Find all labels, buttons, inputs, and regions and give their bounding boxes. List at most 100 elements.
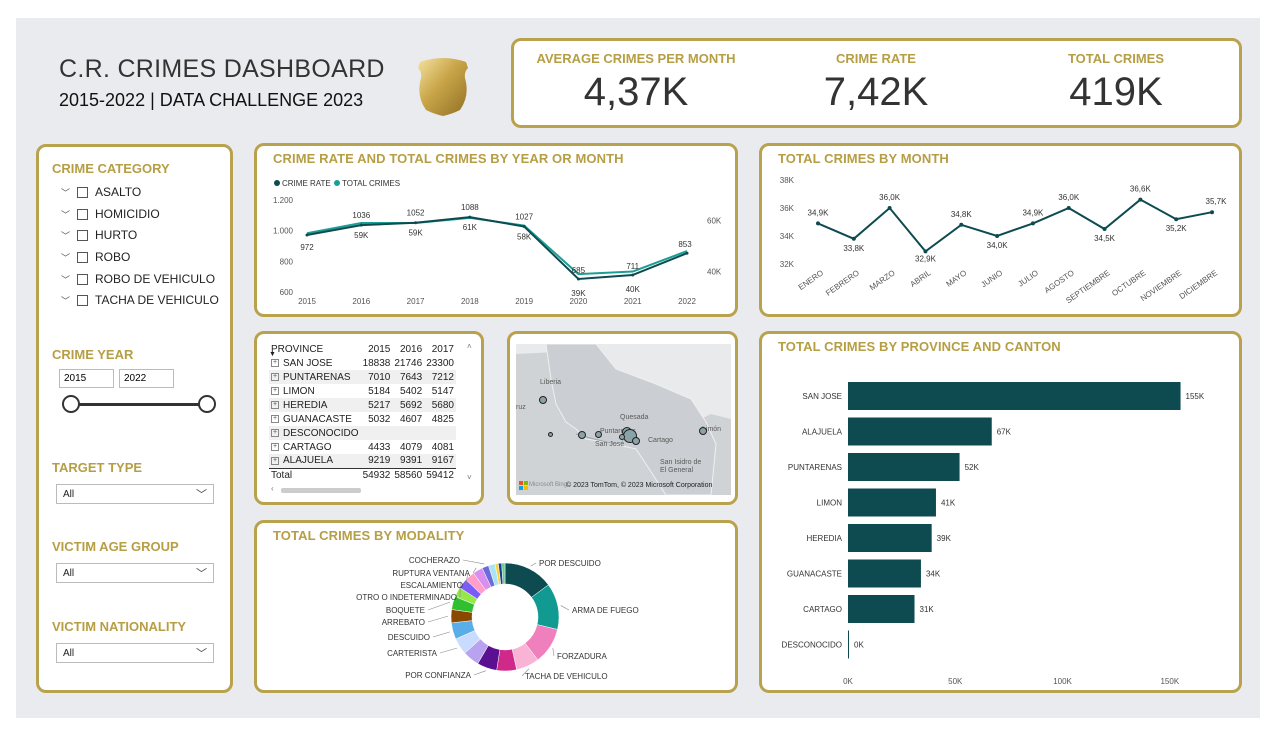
checkbox[interactable] xyxy=(77,186,88,198)
chevron-down-icon[interactable]: ﹀ xyxy=(61,295,71,306)
chevron-down-icon[interactable]: ﹀ xyxy=(196,648,207,660)
chevron-down-icon[interactable]: ﹀ xyxy=(61,187,71,198)
bar xyxy=(848,559,921,588)
chevron-down-icon[interactable]: ﹀ xyxy=(61,274,71,285)
victim-nationality-dropdown[interactable]: All ﹀ xyxy=(56,643,214,663)
checkbox[interactable] xyxy=(77,208,88,220)
scroll-down-icon[interactable]: ˅ xyxy=(467,473,472,482)
matrix-header-2017[interactable]: 2017 xyxy=(431,343,454,355)
data-label: 31K xyxy=(920,605,935,614)
map[interactable] xyxy=(516,344,731,495)
expand-icon[interactable]: + xyxy=(271,456,279,465)
sort-descending-icon[interactable]: ▼ xyxy=(269,351,276,358)
data-label: 61K xyxy=(463,223,478,232)
legend-marker xyxy=(274,180,280,186)
value-cell: 7643 xyxy=(392,370,425,384)
checkbox[interactable] xyxy=(77,273,88,285)
year-slider-track[interactable] xyxy=(71,403,208,406)
y2-tick-label: 60K xyxy=(707,216,722,225)
slice-label: ARREBATO xyxy=(382,618,425,627)
data-label: 36,0K xyxy=(1058,193,1080,202)
target-type-dropdown[interactable]: All ﹀ xyxy=(56,484,214,504)
chevron-down-icon[interactable]: ﹀ xyxy=(61,209,71,220)
checkbox[interactable] xyxy=(77,229,88,241)
filter-sidebar: CRIME CATEGORY ﹀ ASALTO ﹀ HOMICIDIO ﹀ HURTO… xyxy=(36,144,233,693)
table-row[interactable]: + CARTAGO 4433 4079 4081 xyxy=(269,440,456,454)
table-row[interactable]: + PUNTARENAS 7010 7643 7212 xyxy=(269,370,456,384)
chevron-down-icon[interactable]: ﹀ xyxy=(61,252,71,263)
chevron-down-icon[interactable]: ﹀ xyxy=(196,568,207,580)
expand-icon[interactable]: + xyxy=(271,358,279,367)
checkbox[interactable] xyxy=(77,294,88,306)
table-row[interactable]: + ALAJUELA 9219 9391 9167 xyxy=(269,454,456,468)
table-row[interactable]: + LIMON 5184 5402 5147 xyxy=(269,384,456,398)
data-point xyxy=(631,273,635,277)
year-slider-handle-start[interactable] xyxy=(62,395,80,413)
rate-chart-panel: CRIME RATE AND TOTAL CRIMES BY YEAR OR M… xyxy=(254,143,738,317)
matrix-header-2015[interactable]: 2015 xyxy=(368,343,391,355)
province-matrix[interactable]: PROVINCE 2015 2016 2017 + SAN JOSE 18838 21746… xyxy=(269,342,456,482)
table-row[interactable]: + SAN JOSE 18838 21746 23300 xyxy=(269,356,456,370)
expand-icon[interactable]: + xyxy=(271,372,279,381)
slice-label: RUPTURA VENTANA xyxy=(392,569,470,578)
map-bubble[interactable] xyxy=(632,437,640,445)
matrix-total-row[interactable]: Total 54932 58560 59412 xyxy=(269,468,456,482)
province-name: PUNTARENAS xyxy=(283,371,351,383)
year-slider-handle-end[interactable] xyxy=(198,395,216,413)
expand-icon[interactable]: + xyxy=(271,428,279,437)
category-option-asalto[interactable]: ﹀ ASALTO xyxy=(61,185,141,199)
x-tick-label: 2019 xyxy=(515,297,533,306)
value-cell: 4825 xyxy=(431,413,454,425)
leader-line xyxy=(560,605,570,611)
matrix-header-2016[interactable]: 2016 xyxy=(399,343,423,355)
expand-icon[interactable]: + xyxy=(271,400,279,409)
vertical-scrollbar[interactable]: ˄ ˅ xyxy=(467,342,475,482)
category-option-robo[interactable]: ﹀ ROBO xyxy=(61,250,130,264)
map-bubble[interactable] xyxy=(547,431,553,437)
table-row[interactable]: + DESCONOCIDO xyxy=(269,426,456,440)
map-bubble[interactable] xyxy=(539,396,547,404)
option-label: ROBO DE VEHICULO xyxy=(95,272,216,286)
map-bubble[interactable] xyxy=(578,431,586,439)
month-chart[interactable]: 32K 34K 36K 38K 34,9K 33,8K 36,0K 32,9K 34,8K 34,… xyxy=(762,170,1239,315)
bar xyxy=(848,453,960,481)
modality-donut-chart[interactable]: POR DESCUIDO ARMA DE FUEGO FORZADURA TACHA … xyxy=(257,543,735,693)
checkbox[interactable] xyxy=(77,251,88,263)
expand-icon[interactable]: + xyxy=(271,414,279,423)
table-row[interactable]: + GUANACASTE 5032 4607 4825 xyxy=(269,412,456,426)
data-label: 36,6K xyxy=(1130,185,1152,194)
chevron-down-icon[interactable]: ﹀ xyxy=(61,230,71,241)
kpi-total-crimes: TOTAL CRIMES 419K xyxy=(1006,51,1226,115)
table-row[interactable]: + HEREDIA 5217 5692 5680 xyxy=(269,398,456,412)
victim-nationality-label: VICTIM NATIONALITY xyxy=(52,619,187,634)
data-label: 33,8K xyxy=(843,244,865,253)
category-option-homicidio[interactable]: ﹀ HOMICIDIO xyxy=(61,207,160,221)
category-option-tacha-vehiculo[interactable]: ﹀ TACHA DE VEHICULO xyxy=(61,293,219,307)
victim-age-dropdown[interactable]: All ﹀ xyxy=(56,563,214,583)
expand-icon[interactable]: + xyxy=(271,386,279,395)
province-bar-chart[interactable]: 0K 50K 100K 150K SAN JOSE 155K ALAJUELA 67K PUNT… xyxy=(762,358,1239,688)
matrix-header-province[interactable]: PROVINCE xyxy=(271,343,324,355)
scroll-up-icon[interactable]: ˄ xyxy=(467,342,472,351)
category-option-robo-vehiculo[interactable]: ﹀ ROBO DE VEHICULO xyxy=(61,272,215,286)
data-label: 0K xyxy=(854,641,864,650)
value-cell: 5147 xyxy=(431,385,454,397)
map-bubble[interactable] xyxy=(619,434,625,440)
year-to-input[interactable]: 2022 xyxy=(119,369,174,388)
province-cell: + CARTAGO xyxy=(269,440,361,454)
data-label: 685 xyxy=(572,266,586,275)
scroll-left-icon[interactable]: ‹ xyxy=(271,484,274,493)
year-from-input[interactable]: 2015 xyxy=(59,369,114,388)
chevron-down-icon[interactable]: ﹀ xyxy=(196,489,207,501)
map-bubble[interactable] xyxy=(699,427,707,435)
map-bubble[interactable] xyxy=(594,430,602,438)
category-option-hurto[interactable]: ﹀ HURTO xyxy=(61,228,137,242)
scroll-thumb[interactable] xyxy=(281,488,361,493)
horizontal-scrollbar[interactable]: ‹ xyxy=(271,484,465,494)
data-point xyxy=(816,221,820,226)
value-cell: 18838 xyxy=(362,357,391,369)
rate-chart[interactable]: CRIME RATE TOTAL CRIMES 600 800 1.000 1.200 40… xyxy=(257,170,735,315)
expand-icon[interactable]: + xyxy=(271,442,279,451)
value-cell: 54932 xyxy=(362,469,391,481)
month-chart-panel: TOTAL CRIMES BY MONTH 32K 34K 36K 38K 34,9K 3… xyxy=(759,143,1242,317)
